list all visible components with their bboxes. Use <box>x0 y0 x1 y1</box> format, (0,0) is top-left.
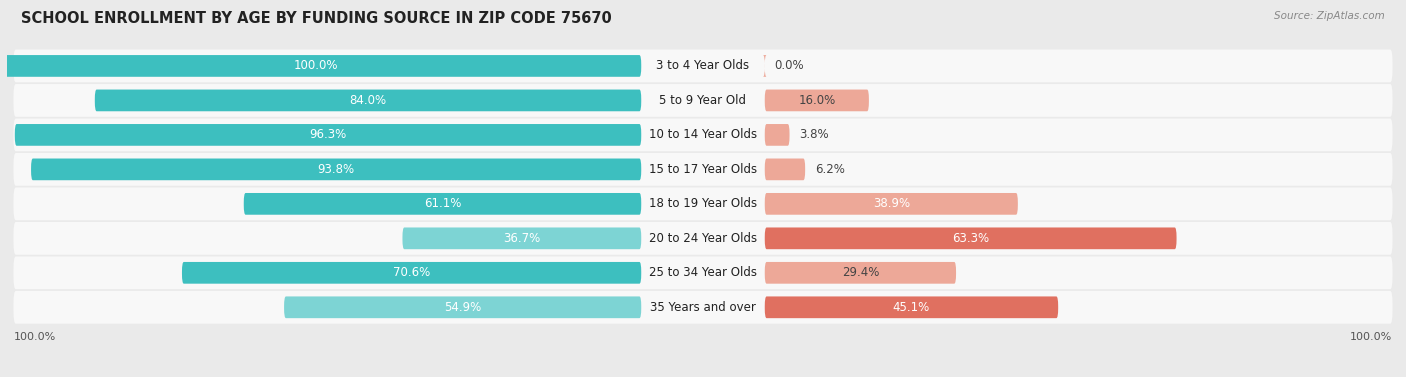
Text: 25 to 34 Year Olds: 25 to 34 Year Olds <box>650 266 756 279</box>
Text: Source: ZipAtlas.com: Source: ZipAtlas.com <box>1274 11 1385 21</box>
FancyBboxPatch shape <box>765 193 1018 215</box>
FancyBboxPatch shape <box>763 55 766 77</box>
Text: 100.0%: 100.0% <box>14 332 56 342</box>
Text: 100.0%: 100.0% <box>294 60 339 72</box>
FancyBboxPatch shape <box>402 227 641 249</box>
FancyBboxPatch shape <box>14 291 1392 324</box>
FancyBboxPatch shape <box>765 158 806 180</box>
FancyBboxPatch shape <box>14 49 1392 82</box>
Text: 10 to 14 Year Olds: 10 to 14 Year Olds <box>650 129 756 141</box>
Text: 93.8%: 93.8% <box>318 163 354 176</box>
Text: 61.1%: 61.1% <box>423 197 461 210</box>
Text: 100.0%: 100.0% <box>1350 332 1392 342</box>
Text: 6.2%: 6.2% <box>815 163 845 176</box>
Text: 36.7%: 36.7% <box>503 232 540 245</box>
Text: 18 to 19 Year Olds: 18 to 19 Year Olds <box>650 197 756 210</box>
Text: 3.8%: 3.8% <box>799 129 830 141</box>
FancyBboxPatch shape <box>0 55 641 77</box>
FancyBboxPatch shape <box>14 256 1392 289</box>
Text: 29.4%: 29.4% <box>842 266 879 279</box>
FancyBboxPatch shape <box>765 262 956 284</box>
Text: 63.3%: 63.3% <box>952 232 990 245</box>
Text: 20 to 24 Year Olds: 20 to 24 Year Olds <box>650 232 756 245</box>
Text: 70.6%: 70.6% <box>394 266 430 279</box>
FancyBboxPatch shape <box>14 187 1392 220</box>
FancyBboxPatch shape <box>14 84 1392 117</box>
Text: 54.9%: 54.9% <box>444 301 481 314</box>
FancyBboxPatch shape <box>14 118 1392 151</box>
Text: 96.3%: 96.3% <box>309 129 347 141</box>
Text: 35 Years and over: 35 Years and over <box>650 301 756 314</box>
Text: SCHOOL ENROLLMENT BY AGE BY FUNDING SOURCE IN ZIP CODE 75670: SCHOOL ENROLLMENT BY AGE BY FUNDING SOUR… <box>21 11 612 26</box>
FancyBboxPatch shape <box>284 296 641 318</box>
FancyBboxPatch shape <box>31 158 641 180</box>
FancyBboxPatch shape <box>14 153 1392 186</box>
FancyBboxPatch shape <box>94 90 641 111</box>
Text: 38.9%: 38.9% <box>873 197 910 210</box>
FancyBboxPatch shape <box>765 227 1177 249</box>
Text: 84.0%: 84.0% <box>350 94 387 107</box>
FancyBboxPatch shape <box>765 90 869 111</box>
Text: 3 to 4 Year Olds: 3 to 4 Year Olds <box>657 60 749 72</box>
FancyBboxPatch shape <box>765 124 790 146</box>
Text: 5 to 9 Year Old: 5 to 9 Year Old <box>659 94 747 107</box>
FancyBboxPatch shape <box>181 262 641 284</box>
Text: 0.0%: 0.0% <box>775 60 804 72</box>
FancyBboxPatch shape <box>765 296 1059 318</box>
FancyBboxPatch shape <box>14 222 1392 255</box>
Text: 16.0%: 16.0% <box>799 94 835 107</box>
Text: 15 to 17 Year Olds: 15 to 17 Year Olds <box>650 163 756 176</box>
FancyBboxPatch shape <box>15 124 641 146</box>
Text: 45.1%: 45.1% <box>893 301 931 314</box>
FancyBboxPatch shape <box>243 193 641 215</box>
